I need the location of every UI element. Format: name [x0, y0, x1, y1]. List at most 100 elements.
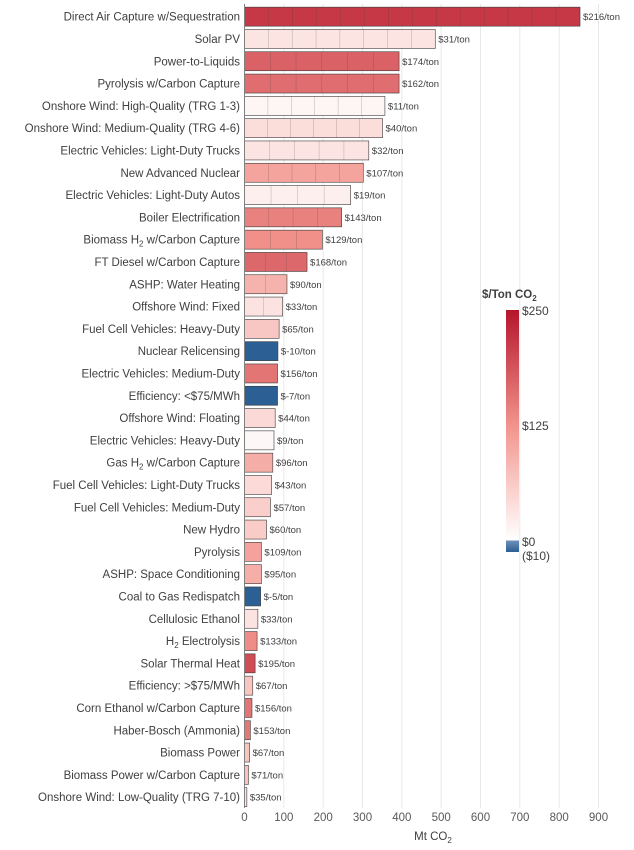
bar-group — [244, 229, 323, 250]
cost-label: $153/ton — [253, 726, 290, 737]
cost-label: $32/ton — [372, 146, 404, 157]
cost-label: $67/ton — [256, 681, 288, 692]
colorbar-tick-0: $0 — [522, 535, 536, 549]
category-label: Gas H2 w/Carbon Capture — [106, 458, 240, 472]
cost-label: $168/ton — [310, 257, 347, 268]
bar-group — [244, 698, 253, 718]
bar-group — [244, 319, 280, 339]
colorbar: $/Ton CO2 $250 $125 $0 ($10) — [482, 289, 550, 563]
bar-group — [244, 653, 256, 674]
bar — [244, 675, 254, 696]
bar-group — [244, 542, 262, 562]
x-tick-label: 800 — [550, 812, 569, 824]
bar — [244, 586, 261, 607]
bar-group — [244, 519, 267, 540]
x-gridlines — [244, 4, 599, 808]
category-label: Biomass Power w/Carbon Capture — [64, 770, 240, 782]
cost-label: $19/ton — [354, 191, 386, 202]
bar-group — [244, 118, 383, 138]
category-label: Fuel Cell Vehicles: Light-Duty Trucks — [53, 480, 241, 492]
x-tick-label: 0 — [241, 812, 247, 824]
cost-label: $33/ton — [286, 302, 318, 313]
category-label: Offshore Wind: Floating — [119, 413, 240, 425]
category-label: Onshore Wind: Medium-Quality (TRG 4-6) — [25, 123, 241, 135]
bar-group — [244, 408, 276, 428]
cost-label: $65/ton — [282, 324, 314, 335]
bar-group — [244, 742, 250, 763]
cost-label: $216/ton — [583, 12, 620, 23]
category-label: ASHP: Space Conditioning — [103, 569, 240, 581]
cost-label: $174/ton — [402, 57, 439, 68]
bar-group — [244, 475, 272, 495]
bar — [244, 497, 271, 518]
colorbar-title: $/Ton CO2 — [482, 289, 537, 303]
category-label: Biomass Power — [160, 748, 240, 760]
bar — [244, 698, 253, 718]
bar-group — [244, 252, 308, 272]
x-axis-ticks: 0 100 200 300 400 500 600 700 800 900 — [241, 812, 608, 824]
category-label: ASHP: Water Heating — [129, 279, 240, 291]
bar-group — [244, 631, 258, 651]
bar — [244, 452, 274, 473]
category-label: Corn Ethanol w/Carbon Capture — [76, 703, 240, 715]
colorbar-ramp — [506, 310, 519, 552]
bar — [244, 140, 370, 161]
category-label: Biomass H2 w/Carbon Capture — [83, 235, 240, 249]
cost-label: $43/ton — [275, 480, 307, 491]
category-label: Onshore Wind: Low-Quality (TRG 7-10) — [38, 792, 240, 804]
bar-group — [244, 765, 249, 785]
category-label: Haber-Bosch (Ammonia) — [113, 725, 240, 737]
cost-label: $107/ton — [366, 168, 403, 179]
x-tick-label: 700 — [510, 812, 529, 824]
category-label: Pyrolysis w/Carbon Capture — [97, 79, 240, 91]
category-label: Boiler Electrification — [139, 212, 240, 224]
bar-group — [244, 385, 278, 406]
x-tick-label: 200 — [314, 812, 333, 824]
bar-group — [244, 363, 278, 384]
x-tick-label: 600 — [471, 812, 490, 824]
bar — [244, 742, 250, 763]
x-tick-label: 900 — [589, 812, 608, 824]
x-axis-title: Mt CO2 — [414, 831, 452, 845]
bar-group — [244, 274, 288, 295]
cost-label: $-5/ton — [264, 592, 294, 603]
cost-label: $71/ton — [251, 770, 283, 781]
cost-label: $156/ton — [255, 703, 292, 714]
category-label: Nuclear Relicensing — [138, 346, 240, 358]
bar — [244, 564, 262, 584]
category-label: Pyrolysis — [194, 547, 240, 559]
bar — [244, 765, 249, 785]
category-label: Fuel Cell Vehicles: Medium-Duty — [74, 502, 240, 514]
x-tick-label: 100 — [274, 812, 293, 824]
category-label: Onshore Wind: High-Quality (TRG 1-3) — [42, 101, 240, 113]
bar-group — [244, 29, 436, 49]
category-label: Direct Air Capture w/Sequestration — [64, 12, 240, 24]
cost-label: $67/ton — [253, 748, 285, 759]
bar-group — [244, 6, 581, 27]
bar-group — [244, 140, 370, 161]
category-label: Power-to-Liquids — [154, 56, 241, 68]
category-label: Efficiency: <$75/MWh — [129, 391, 240, 403]
cost-label: $-10/ton — [281, 347, 316, 358]
cost-label: $109/ton — [264, 547, 301, 558]
cost-label: $95/ton — [264, 570, 296, 581]
cost-label: $129/ton — [325, 235, 362, 246]
bar-group — [244, 185, 351, 205]
bar — [244, 319, 280, 339]
bar-group — [244, 430, 275, 451]
cost-labels: $216/ton $31/ton $174/ton $162/ton $11/ton $4… — [250, 12, 620, 804]
bar-group — [244, 608, 259, 629]
bar-group — [244, 452, 274, 473]
cost-label: $60/ton — [270, 525, 302, 536]
bar — [244, 252, 308, 272]
cost-label: $9/ton — [277, 436, 303, 447]
cost-label: $90/ton — [290, 280, 322, 291]
category-label: Cellulosic Ethanol — [149, 614, 240, 626]
bar-group — [244, 341, 279, 361]
bar-group — [244, 296, 283, 317]
bar — [244, 542, 262, 562]
cost-label: $40/ton — [386, 124, 418, 135]
colorbar-tick-neg10: ($10) — [522, 549, 550, 563]
category-label: New Advanced Nuclear — [120, 168, 240, 180]
